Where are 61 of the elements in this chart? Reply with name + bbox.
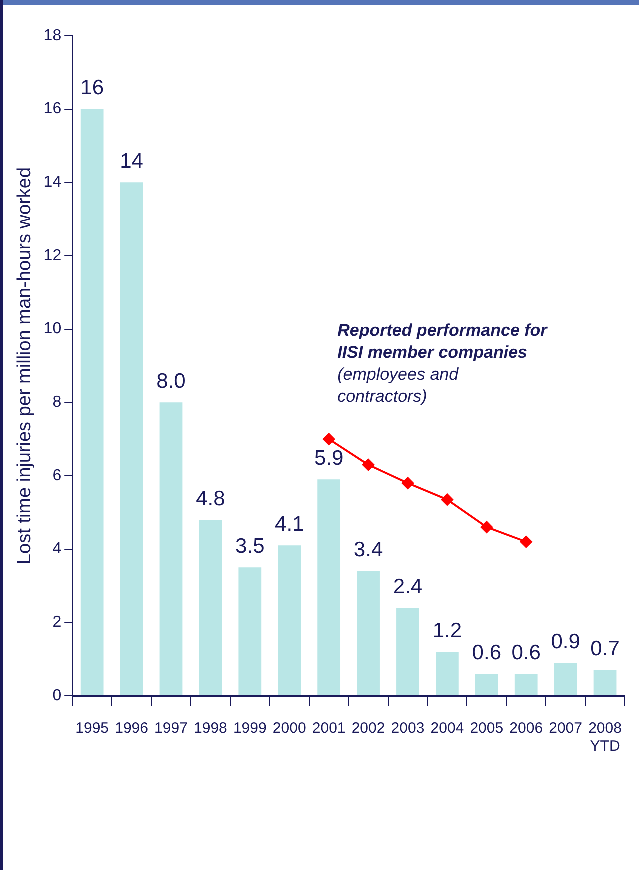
y-tick-label: 10 xyxy=(44,320,62,338)
point xyxy=(480,521,493,534)
point xyxy=(520,536,532,548)
x-tick-label: 2002 xyxy=(352,720,386,738)
bar xyxy=(318,480,341,696)
bar xyxy=(436,652,459,696)
data-label: 4.8 xyxy=(196,487,226,510)
data-label: 8.0 xyxy=(156,370,186,393)
x-tick-label: 1995 xyxy=(76,720,110,738)
y-tick-label: 2 xyxy=(52,614,62,632)
y-tick-label: 6 xyxy=(52,467,62,484)
bar xyxy=(475,674,498,696)
annotation: (employees and contractors) xyxy=(338,365,460,406)
annotation: Reported performance for IISI member companies xyxy=(338,321,549,362)
y-axis-title: Lost time injuries per million man-hours worked xyxy=(14,167,36,565)
data-label: 0.6 xyxy=(512,641,541,664)
data-label: 5.9 xyxy=(314,446,344,470)
x-tick-label: 1997 xyxy=(154,720,188,738)
y-tick-label: 12 xyxy=(44,247,62,264)
bar xyxy=(160,402,183,696)
data-label: 16 xyxy=(80,76,104,100)
x-tick-label: 2007 xyxy=(549,720,582,738)
bar xyxy=(238,568,262,696)
point xyxy=(323,433,336,446)
x-tick-label: 2001 xyxy=(312,720,346,738)
y-tick-label: 8 xyxy=(52,394,62,412)
data-label: 0.6 xyxy=(472,641,502,664)
x-tick-label: 2004 xyxy=(430,720,464,738)
point xyxy=(362,459,375,471)
data-label: 3.4 xyxy=(354,538,384,562)
y-tick-label: 4 xyxy=(52,540,62,558)
bar xyxy=(357,571,380,696)
data-label: 1.2 xyxy=(432,619,462,642)
x-tick-label: 2005 xyxy=(470,720,504,738)
y-tick-label: 16 xyxy=(44,100,62,118)
x-tick-label: 2000 xyxy=(272,720,306,738)
x-tick-label: 1999 xyxy=(233,720,267,738)
x-tick-label: 2006 xyxy=(510,720,544,738)
x-tick-label: 2008 YTD xyxy=(588,720,622,756)
bar xyxy=(120,182,144,696)
bar xyxy=(80,109,104,696)
point xyxy=(402,477,414,490)
y-tick-label: 18 xyxy=(44,27,62,44)
data-label: 0.9 xyxy=(551,630,580,654)
bar xyxy=(594,670,617,696)
bar xyxy=(514,674,538,696)
bar xyxy=(554,663,578,696)
bar xyxy=(396,608,420,696)
x-tick-label: 1998 xyxy=(194,720,228,738)
data-label: 14 xyxy=(120,150,144,173)
data-label: 2.4 xyxy=(393,575,423,598)
data-label: 4.1 xyxy=(275,512,304,536)
data-label: 3.5 xyxy=(236,534,265,558)
bar xyxy=(278,546,302,696)
x-tick-label: 2003 xyxy=(391,720,425,738)
y-tick-label: 0 xyxy=(52,687,62,704)
y-tick-label: 14 xyxy=(44,174,62,192)
data-label: 0.7 xyxy=(590,638,620,661)
point xyxy=(441,494,454,506)
bar xyxy=(199,520,222,696)
x-tick-label: 1996 xyxy=(115,720,148,738)
